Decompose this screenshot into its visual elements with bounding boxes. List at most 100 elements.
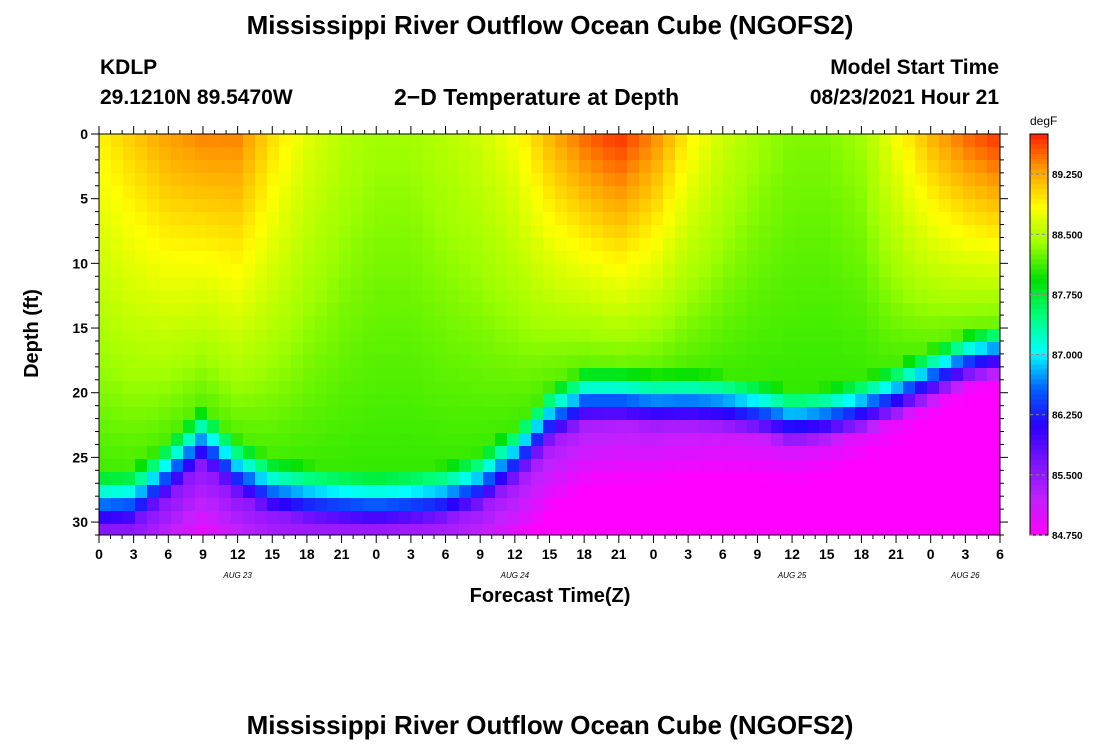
heatmap-cell (255, 173, 268, 187)
heatmap-cell (147, 342, 160, 356)
heatmap-cell (111, 199, 124, 213)
heatmap-cell (519, 212, 532, 226)
heatmap-cell (879, 407, 892, 421)
heatmap-cell (819, 433, 832, 447)
heatmap-cell (327, 511, 340, 525)
heatmap-cell (315, 160, 328, 174)
heatmap-cell (843, 199, 856, 213)
heatmap-cell (555, 511, 568, 525)
heatmap-cell (627, 290, 640, 304)
heatmap-cell (603, 524, 616, 535)
heatmap-cell (183, 225, 196, 239)
heatmap-cell (783, 524, 796, 535)
heatmap-cell (627, 407, 640, 421)
heatmap-cell (399, 459, 412, 473)
heatmap-cell (627, 420, 640, 434)
heatmap-cell (243, 329, 256, 343)
colorbar-swatch (1030, 254, 1048, 260)
heatmap-cell (447, 446, 460, 460)
heatmap-cell (903, 524, 916, 535)
heatmap-cell (735, 342, 748, 356)
heatmap-cell (111, 368, 124, 382)
heatmap-cell (591, 225, 604, 239)
heatmap-cell (867, 186, 880, 200)
heatmap-cell (987, 212, 1000, 226)
colorbar-swatch (1030, 484, 1048, 491)
heatmap-cell (999, 238, 1000, 252)
heatmap-cell (303, 290, 316, 304)
heatmap-cell (663, 420, 676, 434)
heatmap-cell (435, 355, 448, 369)
heatmap-cell (963, 225, 976, 239)
heatmap-cell (99, 212, 112, 226)
heatmap-cell (639, 290, 652, 304)
heatmap-cell (771, 303, 784, 317)
heatmap-cell (687, 199, 700, 213)
heatmap-cell (159, 342, 172, 356)
heatmap-cell (135, 342, 148, 356)
heatmap-cell (519, 368, 532, 382)
heatmap-cell (915, 472, 928, 486)
heatmap-cell (711, 264, 724, 278)
heatmap-cell (915, 524, 928, 535)
heatmap-cell (231, 212, 244, 226)
heatmap-cell (711, 199, 724, 213)
heatmap-cell (699, 264, 712, 278)
heatmap-cell (603, 342, 616, 356)
heatmap-cell (807, 433, 820, 447)
heatmap-cell (303, 186, 316, 200)
heatmap-cell (351, 316, 364, 330)
heatmap-cell (651, 251, 664, 265)
heatmap-cell (411, 368, 424, 382)
heatmap-cell (783, 264, 796, 278)
heatmap-cell (711, 277, 724, 291)
heatmap-cell (843, 498, 856, 512)
heatmap-cell (519, 329, 532, 343)
heatmap-cell (171, 524, 184, 535)
heatmap-cell (159, 485, 172, 499)
heatmap-cell (579, 511, 592, 525)
heatmap-cell (123, 290, 136, 304)
heatmap-cell (951, 186, 964, 200)
heatmap-cell (207, 212, 220, 226)
heatmap-cell (903, 290, 916, 304)
heatmap-cell (183, 238, 196, 252)
heatmap-cell (639, 186, 652, 200)
heatmap-cell (387, 277, 400, 291)
heatmap-cell (231, 160, 244, 174)
heatmap-cell (279, 199, 292, 213)
heatmap-cell (891, 524, 904, 535)
heatmap-cell (339, 212, 352, 226)
colorbar-unit: degF (1030, 114, 1058, 128)
heatmap-cell (99, 264, 112, 278)
heatmap-cell (351, 485, 364, 499)
heatmap-cell (483, 316, 496, 330)
heatmap-cell (111, 225, 124, 239)
heatmap-cell (255, 368, 268, 382)
heatmap-cell (303, 446, 316, 460)
heatmap-cell (975, 524, 988, 535)
heatmap-cell (807, 381, 820, 395)
colorbar-swatch (1030, 164, 1048, 170)
heatmap-cell (843, 290, 856, 304)
heatmap-cell (591, 251, 604, 265)
heatmap-cell (975, 303, 988, 317)
heatmap-cell (975, 238, 988, 252)
heatmap-cell (255, 134, 268, 148)
heatmap-cell (759, 407, 772, 421)
heatmap-cell (123, 264, 136, 278)
colorbar-swatch (1030, 329, 1048, 336)
heatmap-cell (483, 277, 496, 291)
heatmap-cell (219, 394, 232, 408)
heatmap-cell (987, 524, 1000, 535)
heatmap-cell (807, 498, 820, 512)
heatmap-cell (351, 303, 364, 317)
heatmap-cell (339, 342, 352, 356)
heatmap-cell (567, 433, 580, 447)
heatmap-cell (459, 316, 472, 330)
heatmap-cell (603, 459, 616, 473)
heatmap-cell (747, 212, 760, 226)
heatmap-cell (423, 459, 436, 473)
heatmap-cell (531, 381, 544, 395)
heatmap-cell (639, 368, 652, 382)
